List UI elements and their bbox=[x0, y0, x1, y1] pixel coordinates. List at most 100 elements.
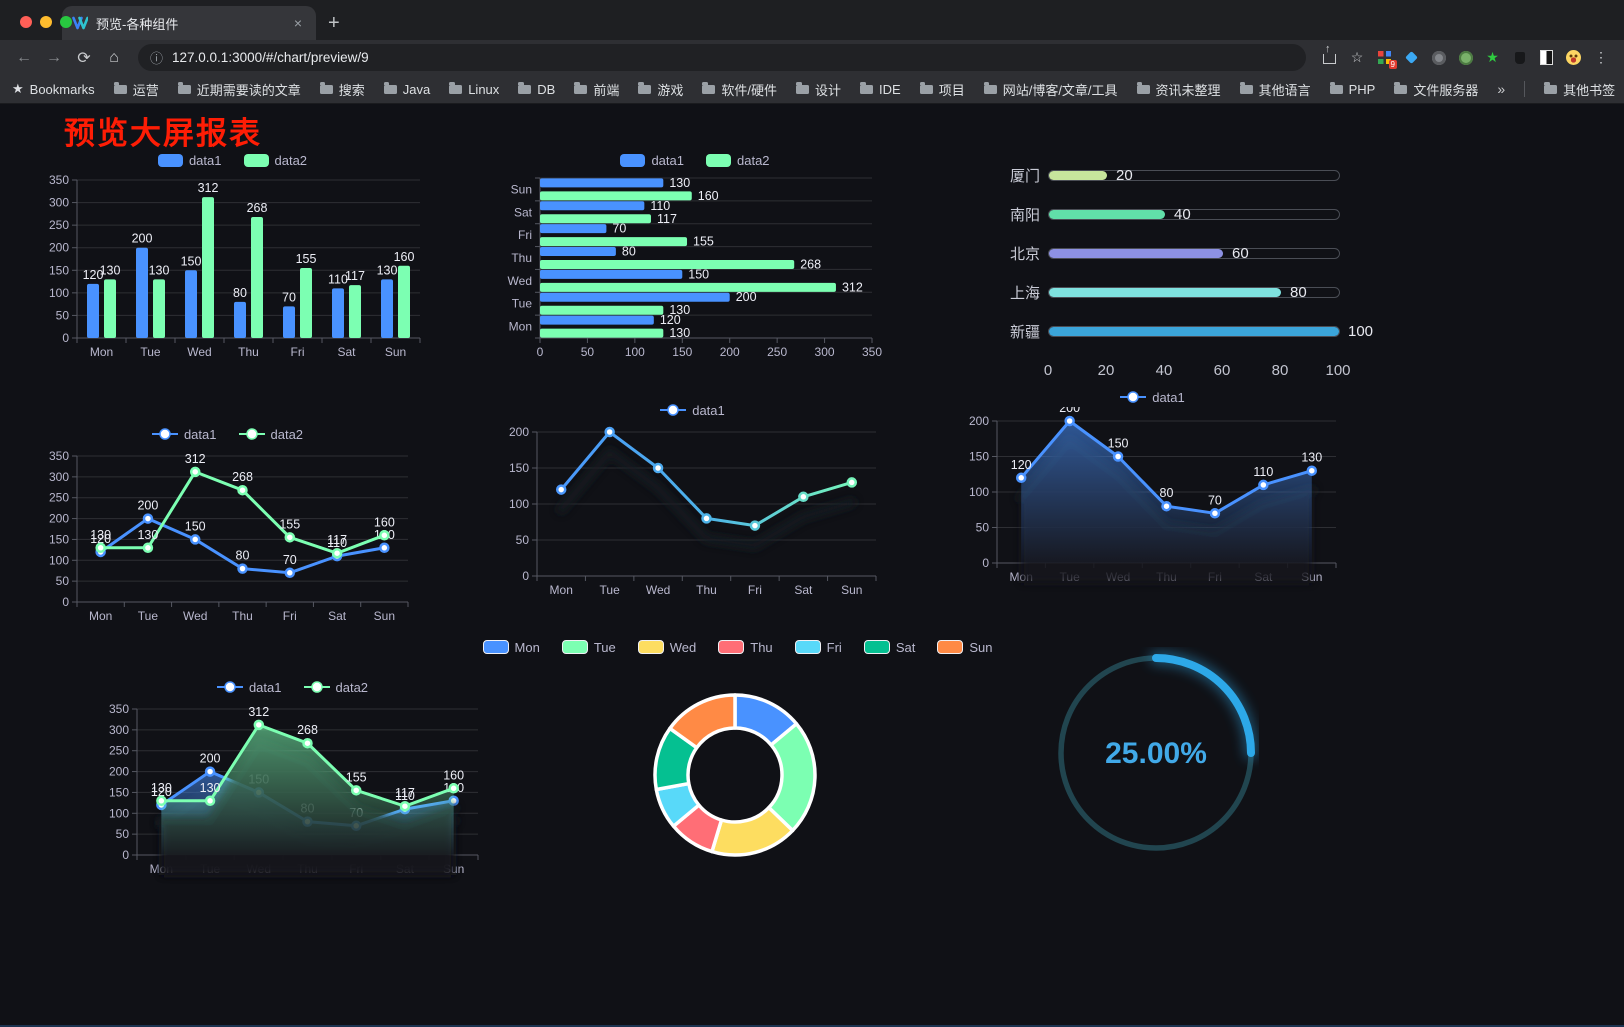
svg-text:150: 150 bbox=[688, 267, 709, 281]
bookmark-item[interactable]: Linux bbox=[449, 82, 499, 97]
chart-gradient-line[interactable]: data1 0 50 100 150 200 Mon Tue Wed Thu Fri Sat Sun bbox=[495, 400, 890, 606]
bookmark-item[interactable]: 游戏 bbox=[638, 80, 683, 99]
bookmark-item[interactable]: Java bbox=[383, 82, 430, 97]
svg-text:100: 100 bbox=[969, 485, 989, 499]
new-tab-button[interactable]: + bbox=[328, 11, 340, 34]
folder-icon bbox=[574, 82, 588, 94]
browser-tab[interactable]: 预览-各种组件 × bbox=[62, 6, 316, 40]
progress-row-上海[interactable]: 上海 80 bbox=[985, 282, 1370, 302]
dashboard-page: 预览大屏报表 data1 data2 0 50 100 150 200 250 300 350 Mo… bbox=[0, 104, 1624, 1027]
legend-swatch-icon bbox=[1120, 391, 1147, 403]
site-info-icon[interactable]: ⓘ bbox=[150, 51, 164, 66]
extension-icon-pin[interactable] bbox=[1507, 47, 1532, 69]
tab-close-icon[interactable]: × bbox=[293, 15, 302, 31]
progress-row-北京[interactable]: 北京 60 bbox=[985, 243, 1370, 263]
forward-icon[interactable]: → bbox=[46, 48, 62, 66]
svg-text:120: 120 bbox=[151, 785, 172, 799]
bookmarks-overflow-icon[interactable]: » bbox=[1497, 81, 1506, 97]
chart-grouped-bar[interactable]: data1 data2 0 50 100 150 200 250 300 350 Mon Tue Wed… bbox=[35, 150, 430, 368]
legend-item-data1[interactable]: data1 bbox=[1120, 390, 1185, 405]
extension-icon-apps[interactable]: 9 bbox=[1372, 47, 1397, 69]
legend-item-data2[interactable]: data2 bbox=[706, 153, 770, 168]
svg-text:50: 50 bbox=[56, 574, 70, 588]
svg-text:120: 120 bbox=[660, 313, 681, 327]
browser-toolbar: ← → ⟳ ⌂ ⓘ 127.0.0.1:3000/#/chart/preview… bbox=[0, 40, 1624, 75]
url-bar[interactable]: ⓘ 127.0.0.1:3000/#/chart/preview/9 bbox=[138, 44, 1306, 71]
bookmark-item[interactable]: 项目 bbox=[919, 80, 965, 99]
legend-item-Mon[interactable]: Mon bbox=[482, 640, 540, 655]
extension-icon-round-green[interactable] bbox=[1453, 47, 1478, 69]
svg-text:Wed: Wed bbox=[183, 609, 207, 623]
folder-icon bbox=[1329, 82, 1343, 94]
legend-item-Sun[interactable]: Sun bbox=[937, 640, 992, 655]
url-text: 127.0.0.1:3000/#/chart/preview/9 bbox=[172, 50, 369, 65]
legend-swatch-icon bbox=[243, 153, 269, 167]
extension-icon-vue-devtools[interactable] bbox=[1399, 47, 1424, 69]
bookmark-item[interactable]: 其他语言 bbox=[1239, 80, 1311, 99]
svg-text:Tue: Tue bbox=[512, 297, 533, 311]
bookmark-item[interactable]: 网站/博客/文章/工具 bbox=[983, 80, 1118, 99]
menu-icon[interactable]: ⋮ bbox=[1594, 49, 1608, 65]
legend-item-Wed[interactable]: Wed bbox=[637, 640, 696, 655]
legend-item-data2[interactable]: data2 bbox=[238, 427, 303, 442]
legend-item-data2[interactable]: data2 bbox=[303, 680, 368, 695]
bookmark-item[interactable]: 运营 bbox=[113, 80, 159, 99]
svg-text:100: 100 bbox=[509, 497, 529, 511]
progress-row-南阳[interactable]: 南阳 40 bbox=[985, 204, 1370, 224]
extension-icon-green-star[interactable]: ★ bbox=[1486, 49, 1499, 65]
extension-icon-round-dark[interactable] bbox=[1426, 47, 1451, 69]
folder-icon bbox=[860, 82, 874, 94]
chart-city-progress[interactable]: 厦门 20 南阳 40 北京 60 上海 80 新疆 100 0 20 40 60 80 100 bbox=[985, 156, 1374, 391]
chart-two-area-line[interactable]: data1data2050100150200250300350MonTueWed… bbox=[95, 677, 490, 885]
progress-row-厦门[interactable]: 厦门 20 bbox=[985, 165, 1370, 185]
svg-text:155: 155 bbox=[279, 517, 300, 531]
bookmark-item[interactable]: 搜索 bbox=[319, 80, 365, 99]
svg-text:70: 70 bbox=[283, 553, 297, 567]
chart-two-line[interactable]: data1 data2 0 50 100 150 200 250 300 350 Mon Tue Wed… bbox=[35, 424, 420, 632]
bookmark-item[interactable]: 文件服务器 bbox=[1394, 80, 1478, 99]
legend-item-data1[interactable]: data1 bbox=[620, 153, 684, 168]
svg-text:312: 312 bbox=[198, 181, 219, 195]
svg-text:250: 250 bbox=[767, 345, 787, 359]
bookmark-item[interactable]: IDE bbox=[860, 82, 901, 97]
zoom-window-button[interactable] bbox=[60, 16, 72, 28]
legend-item-Fri[interactable]: Fri bbox=[794, 640, 842, 655]
chart-weekday-donut[interactable]: Mon Tue Wed Thu Fri Sat Sun bbox=[482, 637, 992, 889]
legend-item-Sat[interactable]: Sat bbox=[863, 640, 915, 655]
chart-percent-gauge[interactable]: 25.00% bbox=[1053, 647, 1259, 859]
svg-text:50: 50 bbox=[56, 308, 70, 322]
legend-item-Thu[interactable]: Thu bbox=[718, 640, 773, 655]
extension-icon-reader[interactable] bbox=[1534, 47, 1559, 69]
svg-text:130: 130 bbox=[200, 781, 221, 795]
reload-icon[interactable]: ⟳ bbox=[77, 49, 91, 67]
svg-text:300: 300 bbox=[815, 345, 835, 359]
progress-row-新疆[interactable]: 新疆 100 bbox=[1009, 322, 1374, 341]
bookmark-item[interactable]: 前端 bbox=[574, 80, 619, 99]
bookmark-item-bookmarks[interactable]: ★ Bookmarks bbox=[12, 81, 95, 97]
bookmark-star-icon[interactable]: ☆ bbox=[1350, 49, 1364, 65]
chart-area-line[interactable]: data1050100150200MonTueWedThuFriSatSun12… bbox=[955, 387, 1350, 593]
legend-item-data1[interactable]: data1 bbox=[216, 680, 282, 695]
folder-icon bbox=[638, 82, 652, 94]
chart-grouped-horizontal-bar[interactable]: data1 data2 Sun 130 160 Sat 110 117 Fri 70 155 Thu 8… bbox=[500, 150, 890, 368]
back-icon[interactable]: ← bbox=[16, 48, 32, 66]
bookmark-item[interactable]: 软件/硬件 bbox=[702, 80, 777, 99]
bookmark-item[interactable]: PHP bbox=[1329, 82, 1375, 97]
home-icon[interactable]: ⌂ bbox=[109, 48, 119, 66]
bookmark-item[interactable]: 近期需要读的文章 bbox=[177, 80, 301, 99]
bookmark-item[interactable]: 资讯未整理 bbox=[1136, 80, 1221, 99]
bookmark-item-other[interactable]: 其他书签 bbox=[1544, 80, 1615, 99]
bookmark-item[interactable]: 设计 bbox=[796, 80, 841, 99]
legend-item-data1[interactable]: data1 bbox=[660, 403, 725, 418]
bookmark-item[interactable]: DB bbox=[518, 82, 555, 97]
legend-item-data1[interactable]: data1 bbox=[151, 427, 217, 442]
close-window-button[interactable] bbox=[20, 16, 32, 28]
minimize-window-button[interactable] bbox=[40, 16, 52, 28]
share-icon[interactable]: ↑ bbox=[1316, 43, 1342, 67]
legend-item-data1[interactable]: data1 bbox=[157, 153, 222, 168]
legend-item-Tue[interactable]: Tue bbox=[561, 640, 616, 655]
profile-avatar[interactable] bbox=[1561, 47, 1586, 69]
svg-text:268: 268 bbox=[247, 201, 268, 215]
legend-item-data2[interactable]: data2 bbox=[243, 153, 307, 168]
svg-text:110: 110 bbox=[395, 789, 415, 803]
